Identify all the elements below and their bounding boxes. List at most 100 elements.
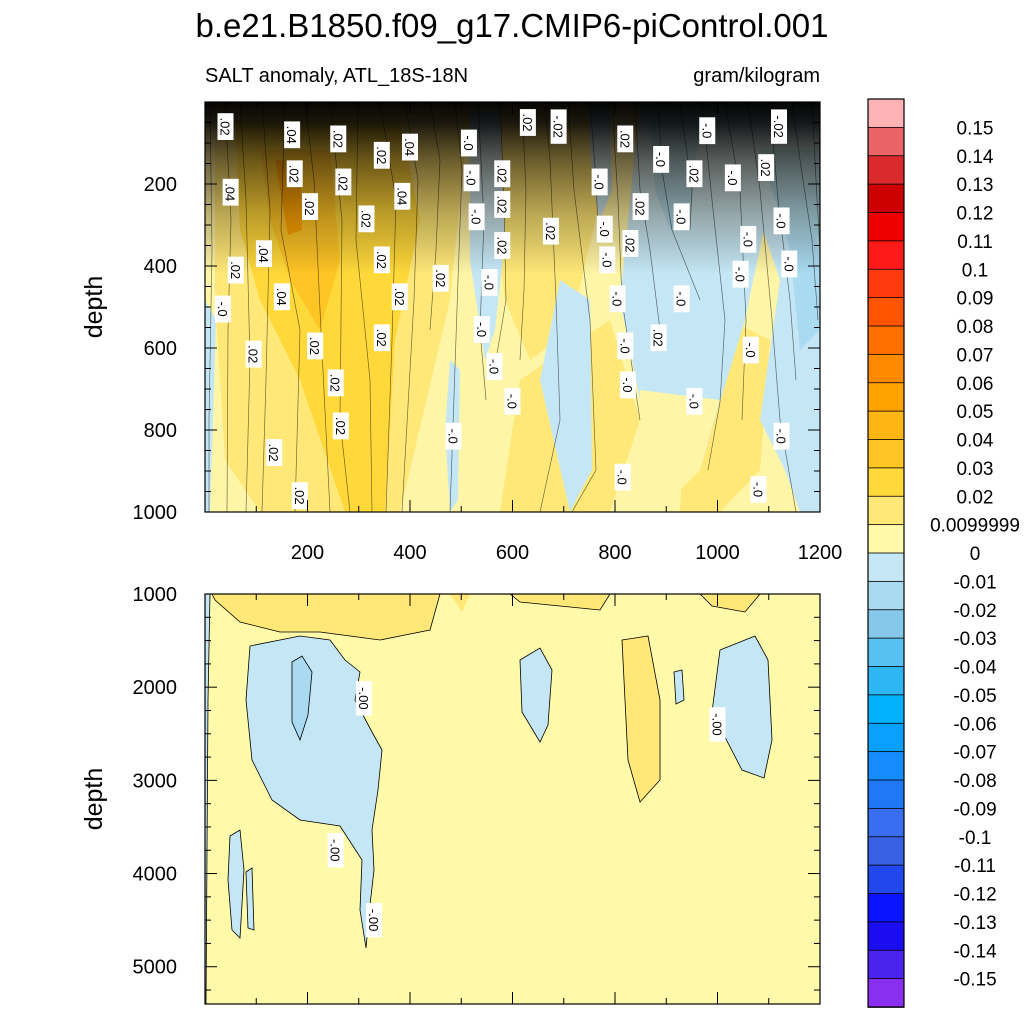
colorbar-label: -0.07	[953, 743, 996, 764]
contour-label-box	[373, 324, 390, 352]
contour-label: -.0	[781, 250, 798, 278]
contour-label-box	[614, 463, 631, 491]
contour-label-text: .02	[358, 210, 373, 228]
x-tick-label: 600	[496, 542, 529, 564]
contour-label: .02	[291, 482, 308, 510]
contour-label-box	[373, 246, 390, 274]
contour-label-text: -.0	[725, 170, 740, 185]
contour-label-text: .02	[622, 234, 637, 252]
contour-label: .02	[266, 439, 283, 466]
colorbar-label: -0.01	[953, 572, 996, 593]
contour-label-box	[650, 324, 667, 352]
colorbar-label: 0.04	[957, 431, 994, 452]
x-tick-label: 800	[598, 542, 631, 564]
contour-label-text: .02	[328, 374, 343, 392]
contour-label-text: .02	[651, 329, 666, 347]
contour-label: -.0	[732, 260, 749, 288]
colorbar-swatch	[867, 864, 905, 895]
upper-panel: .02.04.02.02.04 -.0.02 -.02.02 -.0 -.02.02.0…	[80, 101, 843, 564]
contour-label: .02	[335, 168, 352, 196]
contour-label: .04	[394, 182, 411, 210]
contour-label-box	[740, 225, 757, 253]
contour-label: .02	[358, 205, 375, 233]
contour-label: .02	[286, 160, 303, 188]
colorbar-label: -0.12	[953, 885, 996, 906]
contour-label-text: .04	[256, 245, 271, 263]
contour-label: -.0	[596, 215, 613, 243]
x-tick-label: 200	[291, 542, 324, 564]
contour-label-text: .02	[374, 251, 389, 269]
contour-label: -.0	[724, 164, 741, 192]
contour-label: -.0	[750, 476, 767, 503]
contour-label-text: -.0	[674, 291, 689, 306]
y-tick-label: 3000	[133, 770, 178, 792]
contour-label: .02	[373, 324, 390, 352]
colorbar-swatch	[867, 524, 905, 554]
contour-label-text: -.0	[774, 429, 789, 444]
contour-label-text: -.0	[699, 123, 714, 138]
contour-label-text: -.0	[743, 342, 758, 357]
contour-label-text: -.0	[751, 482, 766, 497]
y-tick-label: 1000	[133, 584, 178, 606]
y-tick-label: 800	[144, 420, 177, 442]
contour-label-text: .04	[223, 183, 238, 201]
contour-label-text: -.0	[615, 470, 630, 485]
contour-label-text: -.0	[599, 252, 614, 267]
contour-label: .02	[617, 125, 634, 153]
contour-label-text: .02	[287, 165, 302, 183]
contour-label-text: -.02	[771, 115, 786, 137]
contour-label-text: .02	[494, 195, 509, 213]
contour-label-box	[494, 232, 511, 259]
contour-label-box	[617, 332, 634, 360]
contour-label-text: .02	[218, 118, 233, 136]
colorbar-swatch	[867, 552, 905, 583]
colorbar-swatch	[867, 609, 905, 639]
y-tick-label: 200	[144, 174, 177, 196]
x-tick-label: 1200	[798, 542, 843, 564]
colorbar-label: 0.03	[957, 459, 994, 480]
contour-label: -.0	[619, 371, 636, 399]
contour-label-box	[330, 125, 347, 153]
contour-label: .02	[332, 412, 349, 440]
colorbar-label: 0.1	[962, 260, 988, 281]
colorbar-swatch	[867, 268, 905, 299]
contour-label-box	[358, 205, 375, 233]
contour-label-box	[773, 422, 790, 450]
y-tick-label: 600	[144, 338, 177, 360]
colorbar-swatch	[867, 467, 905, 498]
contour-label-box	[542, 217, 559, 245]
contour-label-box	[335, 168, 352, 196]
contour-label: .02	[373, 246, 390, 274]
contour-label-box	[460, 129, 477, 157]
contour-label-box	[286, 160, 303, 188]
upper-x-ticks: 200 400 600 800 1000 1200	[255, 102, 843, 564]
contour-label: -.0	[686, 387, 703, 415]
colorbar-label: 0.12	[957, 204, 994, 225]
contour-label: -.0	[214, 295, 231, 323]
contour-label-box	[724, 164, 741, 192]
colorbar-swatch	[867, 694, 905, 725]
contour-label-text: -.00	[366, 909, 381, 931]
colorbar-label: 0.0099999	[930, 516, 1020, 537]
colorbar-swatch	[867, 297, 905, 327]
contour-label-text: -.0	[597, 222, 612, 237]
contour-label-box	[332, 412, 349, 440]
colorbar-label: 0	[970, 544, 981, 565]
contour-label-text: .04	[394, 187, 409, 205]
contour-label-text: -.0	[592, 174, 607, 189]
upper-y-axis-label: depth	[80, 276, 108, 339]
colorbar-label: -0.13	[953, 913, 996, 934]
contour-label-box	[699, 117, 716, 145]
colorbar-label: -0.06	[953, 714, 996, 735]
contour-label-box	[327, 369, 344, 397]
colorbar-swatch	[867, 722, 905, 753]
colorbar-swatch	[867, 637, 905, 668]
lower-x-ticks	[255, 594, 821, 1004]
contour-label-text: -.0	[481, 275, 496, 290]
contour-label-text: .02	[494, 165, 509, 183]
contour-label: .02	[494, 191, 511, 218]
left-subtitle: SALT anomaly, ATL_18S-18N	[205, 65, 468, 87]
lower-panel: -.00 -.00 -.00 -.00 1000 2000 3000 4000 5000 de…	[80, 584, 821, 1005]
contour-label-text: .02	[302, 198, 317, 216]
contour-label-text: -.00	[356, 687, 371, 709]
